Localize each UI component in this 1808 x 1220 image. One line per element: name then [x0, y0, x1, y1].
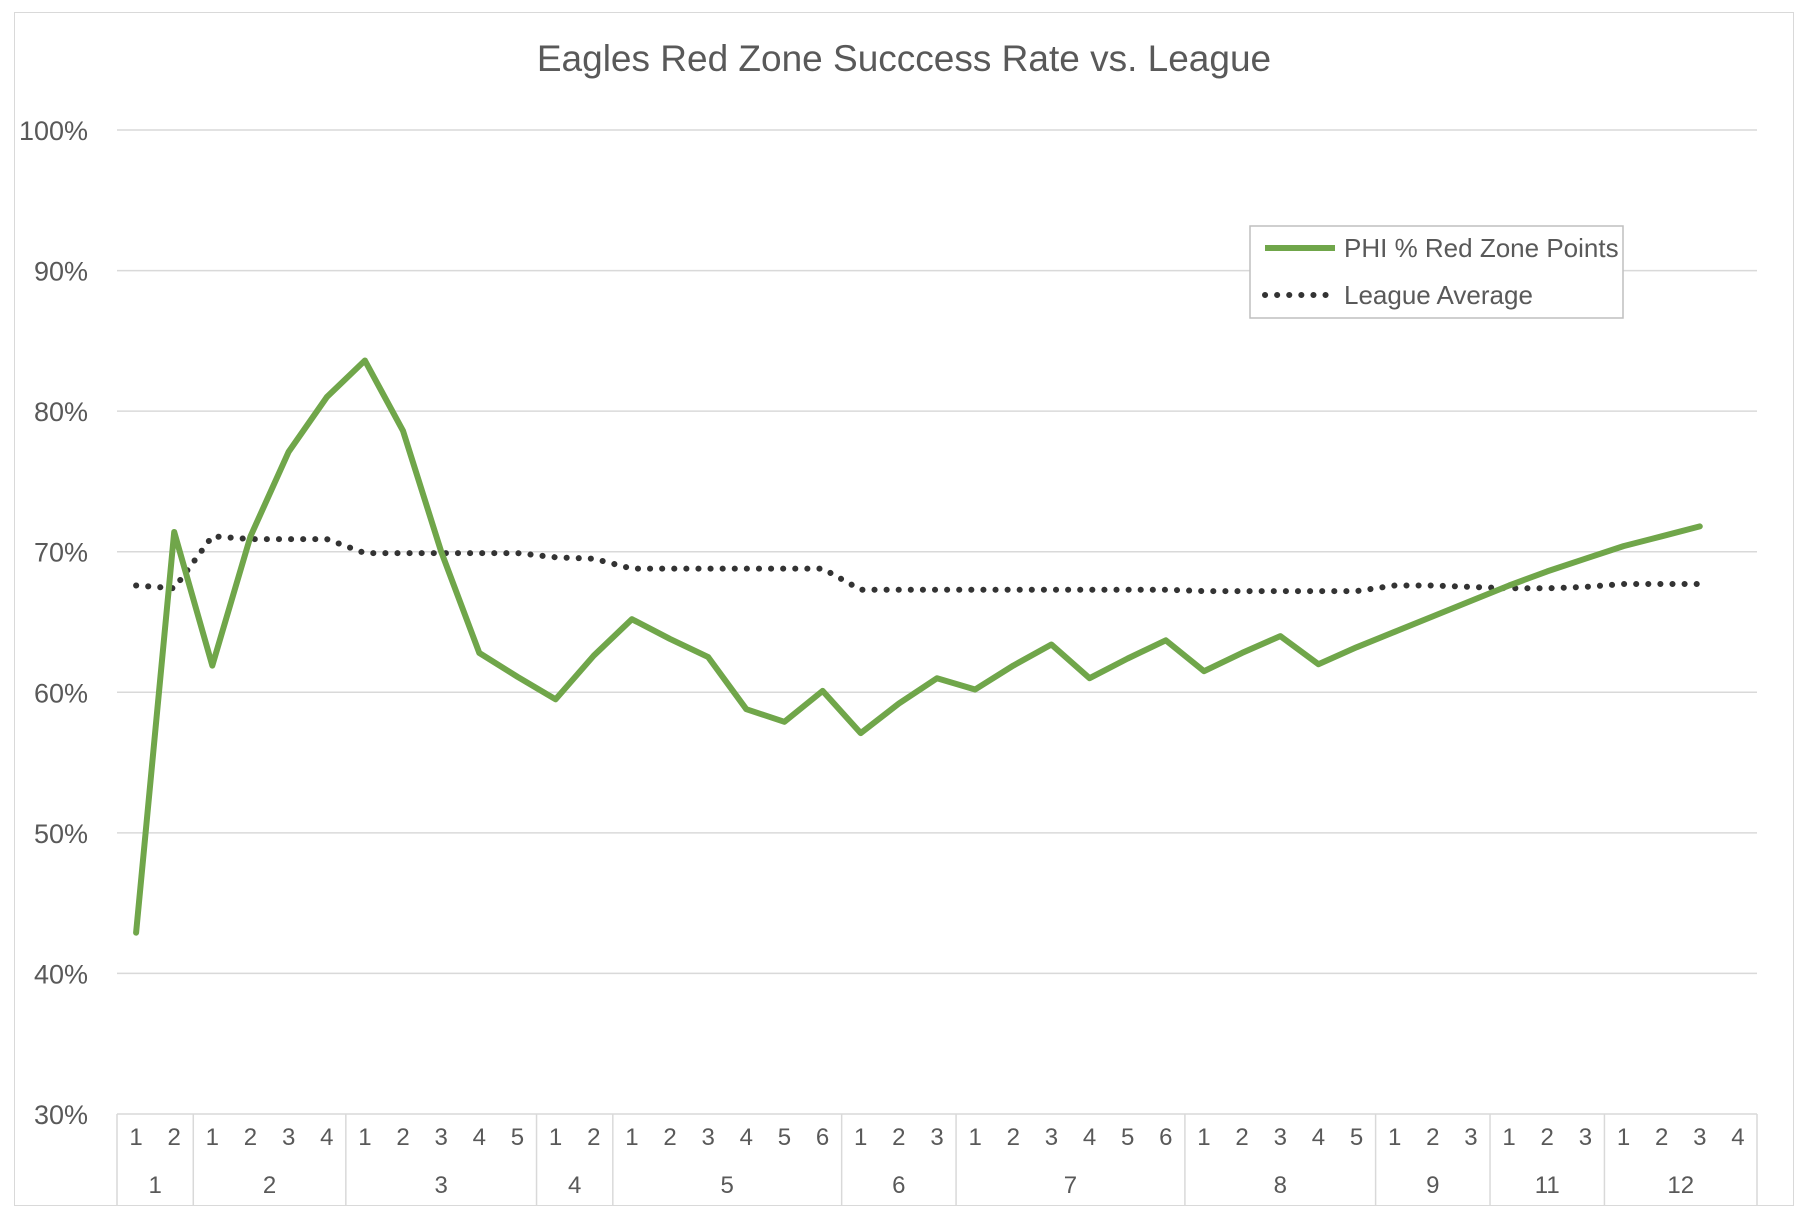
x-subtick-label: 1 [549, 1124, 562, 1151]
x-subtick-label: 1 [1617, 1124, 1630, 1151]
x-group-label: 12 [1667, 1172, 1694, 1199]
x-subtick-label: 1 [129, 1124, 142, 1151]
x-subtick-label: 4 [1731, 1124, 1744, 1151]
x-group-label: 3 [435, 1172, 448, 1199]
x-subtick-label: 6 [816, 1124, 829, 1151]
x-subtick-label: 2 [1007, 1124, 1020, 1151]
x-subtick-label: 2 [663, 1124, 676, 1151]
y-tick-label: 50% [34, 819, 88, 849]
x-subtick-label: 5 [778, 1124, 791, 1151]
x-group-label: 2 [263, 1172, 276, 1199]
x-subtick-label: 4 [473, 1124, 486, 1151]
x-subtick-label: 5 [1121, 1124, 1134, 1151]
x-subtick-label: 2 [1426, 1124, 1439, 1151]
x-group-label: 11 [1535, 1172, 1560, 1199]
x-group-label: 9 [1426, 1172, 1439, 1199]
y-tick-label: 70% [34, 538, 88, 568]
legend-label-league: League Average [1344, 280, 1533, 310]
chart-title: Eagles Red Zone Succcess Rate vs. League [537, 38, 1271, 79]
y-tick-label: 100% [19, 116, 88, 146]
x-subtick-label: 3 [1045, 1124, 1058, 1151]
legend-box [1249, 225, 1624, 319]
x-subtick-label: 3 [701, 1124, 714, 1151]
x-subtick-label: 4 [320, 1124, 333, 1151]
x-subtick-label: 1 [625, 1124, 638, 1151]
x-subtick-label: 2 [244, 1124, 257, 1151]
x-group-label: 7 [1064, 1172, 1077, 1199]
x-subtick-label: 1 [1502, 1124, 1515, 1151]
series-layer [133, 357, 1703, 936]
x-subtick-label: 3 [282, 1124, 295, 1151]
x-subtick-label: 3 [1274, 1124, 1287, 1151]
x-subtick-label: 1 [968, 1124, 981, 1151]
x-group-label: 1 [148, 1172, 161, 1199]
x-subtick-label: 5 [1350, 1124, 1363, 1151]
x-subtick-label: 1 [358, 1124, 371, 1151]
x-subtick-label: 3 [930, 1124, 943, 1151]
x-subtick-label: 3 [1693, 1124, 1706, 1151]
x-subtick-label: 2 [1655, 1124, 1668, 1151]
x-subtick-label: 2 [892, 1124, 905, 1151]
x-subtick-label: 2 [396, 1124, 409, 1151]
x-subtick-label: 3 [1579, 1124, 1592, 1151]
x-subtick-label: 2 [168, 1124, 181, 1151]
x-subtick-label: 4 [740, 1124, 753, 1151]
x-subtick-label: 6 [1159, 1124, 1172, 1151]
x-axis: 1 211 2 3 421 2 3 4 531 241 2 3 4 5 651 2 361 2 3 4 5 671 2 3 4 5… [116, 1114, 1758, 1206]
y-tick-label: 30% [34, 1100, 88, 1130]
y-tick-label: 40% [34, 959, 88, 989]
y-tick-label: 90% [34, 257, 88, 287]
x-subtick-label: 2 [1541, 1124, 1554, 1151]
series-line-phi [133, 357, 1703, 936]
x-subtick-label: 5 [511, 1124, 524, 1151]
legend: PHI % Red Zone Points League Average [1249, 225, 1624, 319]
x-group-label: 6 [892, 1172, 905, 1199]
x-subtick-label: 1 [854, 1124, 867, 1151]
x-group-label: 5 [721, 1172, 734, 1199]
x-group-label: 8 [1274, 1172, 1287, 1199]
x-subtick-label: 2 [1235, 1124, 1248, 1151]
x-subtick-label: 1 [1388, 1124, 1401, 1151]
x-group-label: 4 [568, 1172, 581, 1199]
x-subtick-label: 3 [1464, 1124, 1477, 1151]
x-subtick-label: 2 [587, 1124, 600, 1151]
x-subtick-label: 4 [1312, 1124, 1325, 1151]
series-line-league [133, 533, 1703, 595]
chart-frame [14, 12, 1794, 1206]
x-subtick-label: 1 [1197, 1124, 1210, 1151]
y-tick-label: 80% [34, 397, 88, 427]
x-subtick-label: 1 [206, 1124, 219, 1151]
x-subtick-label: 4 [1083, 1124, 1096, 1151]
legend-label-phi: PHI % Red Zone Points [1344, 233, 1619, 263]
y-axis: 30% 40% 50% 60% 70% 80% 90% 100% [19, 116, 88, 1130]
y-tick-label: 60% [34, 678, 88, 708]
x-subtick-label: 3 [435, 1124, 448, 1151]
